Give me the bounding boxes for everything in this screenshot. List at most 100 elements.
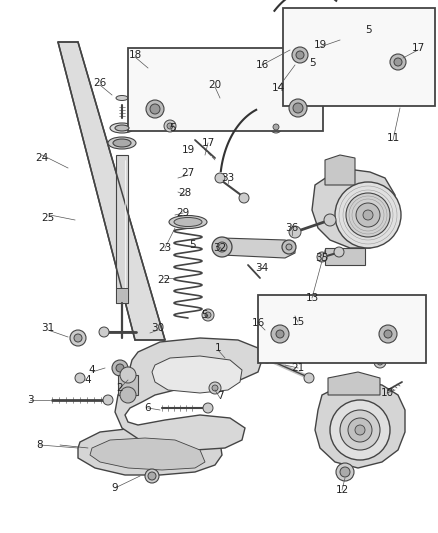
Text: 17: 17 xyxy=(201,138,215,148)
Circle shape xyxy=(75,373,85,383)
Text: 34: 34 xyxy=(255,263,268,273)
Text: 30: 30 xyxy=(152,323,165,333)
Circle shape xyxy=(270,121,282,133)
Circle shape xyxy=(289,99,307,117)
Circle shape xyxy=(362,27,368,33)
Circle shape xyxy=(282,240,296,254)
Text: 13: 13 xyxy=(305,293,318,303)
Circle shape xyxy=(103,395,113,405)
Circle shape xyxy=(120,387,136,403)
Text: 23: 23 xyxy=(159,243,172,253)
Circle shape xyxy=(217,242,227,252)
Circle shape xyxy=(158,95,168,105)
Circle shape xyxy=(148,472,156,480)
Polygon shape xyxy=(152,356,242,393)
Ellipse shape xyxy=(110,123,134,133)
Circle shape xyxy=(304,373,314,383)
Circle shape xyxy=(394,58,402,66)
Text: 29: 29 xyxy=(177,208,190,218)
Polygon shape xyxy=(325,155,355,185)
Circle shape xyxy=(116,364,124,372)
Circle shape xyxy=(271,325,289,343)
Text: 33: 33 xyxy=(221,173,235,183)
Circle shape xyxy=(359,24,371,36)
Circle shape xyxy=(146,100,164,118)
Polygon shape xyxy=(312,170,395,248)
Circle shape xyxy=(289,226,301,238)
Circle shape xyxy=(377,60,389,72)
Circle shape xyxy=(70,330,86,346)
Circle shape xyxy=(356,203,380,227)
Text: 3: 3 xyxy=(27,395,33,405)
Circle shape xyxy=(302,97,314,109)
Polygon shape xyxy=(268,316,395,352)
Polygon shape xyxy=(215,238,295,258)
Circle shape xyxy=(296,51,304,59)
Circle shape xyxy=(286,244,292,250)
Bar xyxy=(283,8,435,106)
Circle shape xyxy=(377,359,383,365)
Ellipse shape xyxy=(113,139,131,147)
Text: 16: 16 xyxy=(251,318,265,328)
Polygon shape xyxy=(148,95,305,122)
Circle shape xyxy=(340,467,350,477)
Text: 4: 4 xyxy=(88,365,95,375)
Circle shape xyxy=(334,247,344,257)
Polygon shape xyxy=(118,375,138,395)
Circle shape xyxy=(348,418,372,442)
Text: 31: 31 xyxy=(41,323,55,333)
Polygon shape xyxy=(78,428,222,475)
Ellipse shape xyxy=(169,215,207,229)
Circle shape xyxy=(379,325,397,343)
Circle shape xyxy=(363,210,373,220)
Circle shape xyxy=(164,120,176,132)
Circle shape xyxy=(390,54,406,70)
Text: 32: 32 xyxy=(213,243,226,253)
Ellipse shape xyxy=(115,125,129,131)
Text: 15: 15 xyxy=(291,317,304,327)
Circle shape xyxy=(212,237,232,257)
Circle shape xyxy=(293,103,303,113)
Circle shape xyxy=(273,124,279,130)
Circle shape xyxy=(352,344,364,356)
Circle shape xyxy=(305,100,311,106)
Circle shape xyxy=(203,403,213,413)
Polygon shape xyxy=(90,438,205,470)
Text: 24: 24 xyxy=(35,153,49,163)
Circle shape xyxy=(330,400,390,460)
Ellipse shape xyxy=(174,217,202,227)
Circle shape xyxy=(215,173,225,183)
Text: 5: 5 xyxy=(189,240,195,250)
Text: 18: 18 xyxy=(128,50,141,60)
Text: 17: 17 xyxy=(411,43,424,53)
Polygon shape xyxy=(116,288,128,303)
Ellipse shape xyxy=(116,95,128,101)
Polygon shape xyxy=(325,248,365,265)
Circle shape xyxy=(317,252,327,262)
Circle shape xyxy=(276,330,284,338)
Circle shape xyxy=(150,104,160,114)
Text: 4: 4 xyxy=(85,375,91,385)
Text: 28: 28 xyxy=(178,188,192,198)
Text: 5: 5 xyxy=(201,310,208,320)
Text: 5: 5 xyxy=(309,58,315,68)
Polygon shape xyxy=(116,155,128,303)
Polygon shape xyxy=(115,338,262,450)
Polygon shape xyxy=(315,382,405,468)
Circle shape xyxy=(324,214,336,226)
Text: 7: 7 xyxy=(217,391,223,401)
Circle shape xyxy=(202,309,214,321)
Circle shape xyxy=(340,410,380,450)
Text: 19: 19 xyxy=(181,145,194,155)
Circle shape xyxy=(205,312,211,318)
Text: 8: 8 xyxy=(37,440,43,450)
Polygon shape xyxy=(293,32,405,72)
Text: 26: 26 xyxy=(93,78,106,88)
Circle shape xyxy=(112,360,128,376)
Bar xyxy=(258,295,426,363)
Circle shape xyxy=(145,469,159,483)
Circle shape xyxy=(384,330,392,338)
Text: 1: 1 xyxy=(215,343,221,353)
Circle shape xyxy=(355,425,365,435)
Text: 11: 11 xyxy=(386,133,399,143)
